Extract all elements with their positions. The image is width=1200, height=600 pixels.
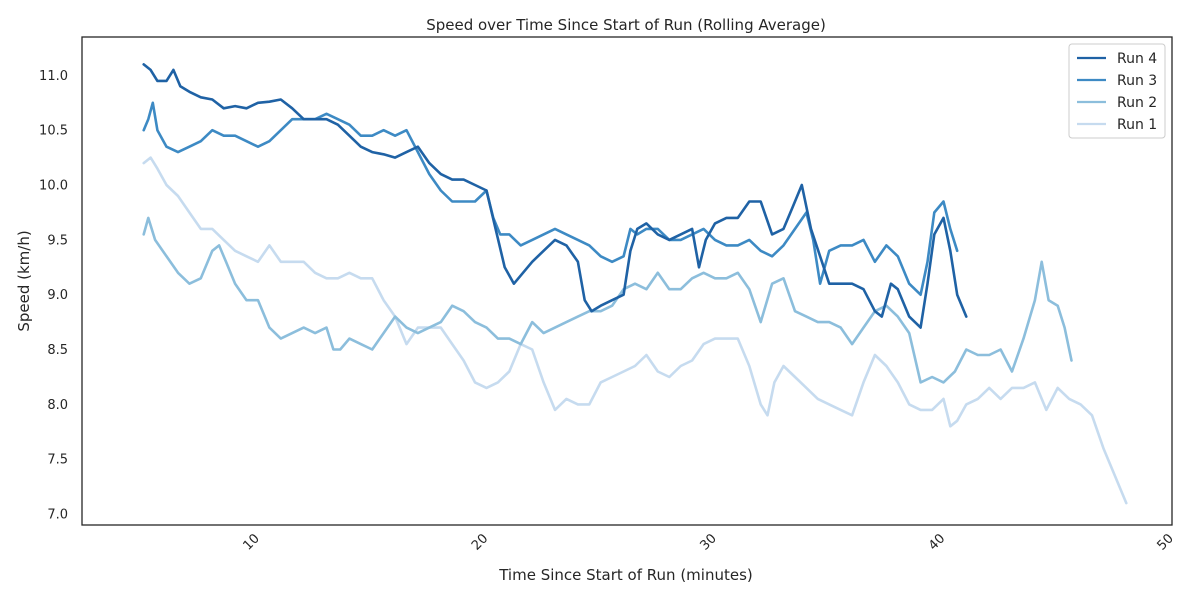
legend-label: Run 1: [1117, 117, 1157, 133]
legend-box: [1068, 43, 1166, 139]
legend: Run 4 Run 3 Run 2 Run 1: [1068, 43, 1166, 139]
x-axis-ticks: 10 20 30 40 50: [240, 531, 1176, 553]
y-tick-label: 10.5: [39, 124, 68, 139]
x-tick-label: 10: [240, 531, 262, 553]
series-line-run-3: [142, 101, 959, 296]
y-tick-label: 11.0: [39, 69, 68, 84]
y-tick-label: 8.0: [47, 398, 68, 413]
legend-label: Run 3: [1117, 73, 1157, 89]
y-axis-label: Speed (km/h): [15, 230, 33, 331]
legend-label: Run 2: [1117, 95, 1157, 111]
y-tick-label: 9.0: [47, 288, 68, 303]
x-tick-label: 40: [926, 531, 948, 553]
chart-title: Speed over Time Since Start of Run (Roll…: [426, 16, 826, 34]
series-line-run-2: [142, 216, 1073, 384]
series-layer: [142, 63, 1128, 505]
y-axis-ticks: 7.0 7.5 8.0 8.5 9.0 9.5 10.0 10.5 11.0: [39, 69, 68, 523]
x-axis-label: Time Since Start of Run (minutes): [498, 566, 753, 584]
x-tick-label: 50: [1155, 531, 1177, 553]
x-tick-label: 20: [469, 531, 491, 553]
legend-label: Run 4: [1117, 51, 1157, 67]
series-line-run-1: [142, 156, 1128, 505]
series-line-run-4: [142, 63, 968, 329]
y-tick-label: 7.0: [47, 508, 68, 523]
x-tick-label: 30: [697, 531, 719, 553]
y-tick-label: 10.0: [39, 179, 68, 194]
y-tick-label: 8.5: [47, 343, 68, 358]
y-tick-label: 7.5: [47, 453, 68, 468]
y-tick-label: 9.5: [47, 233, 68, 248]
